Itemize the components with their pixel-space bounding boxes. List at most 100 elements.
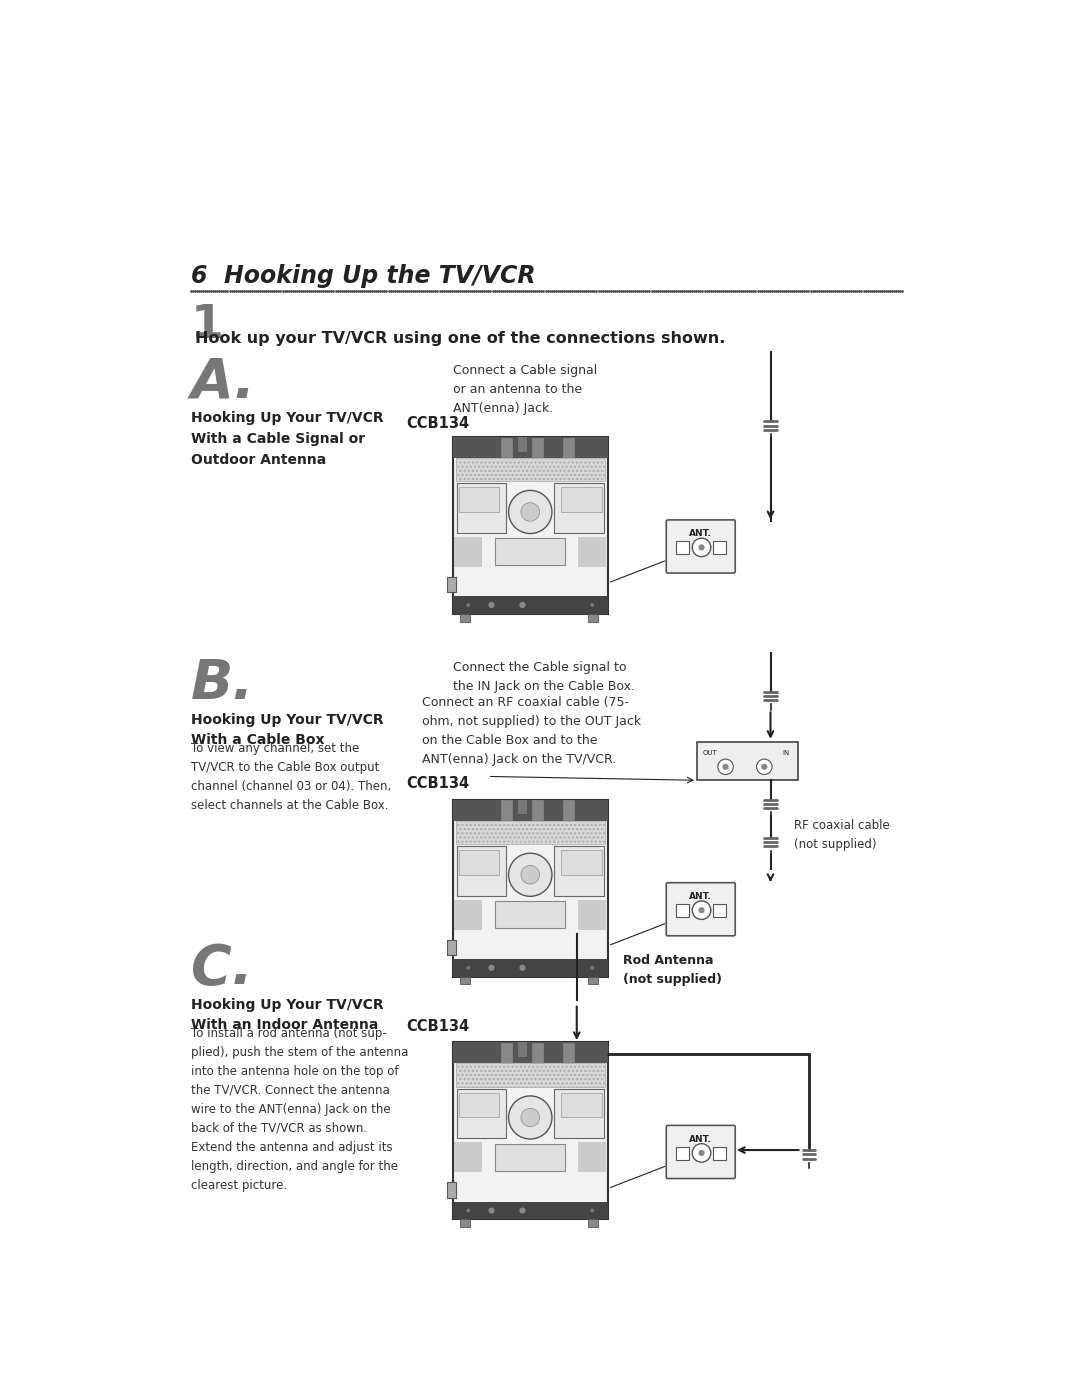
Text: 1: 1 (191, 303, 224, 348)
Text: ANT.: ANT. (689, 1134, 712, 1144)
Bar (589, 1220, 597, 1227)
Bar (589, 613, 597, 622)
Circle shape (519, 602, 526, 608)
Bar (455, 536, 482, 567)
Text: Connect an RF coaxial cable (75-
ohm, not supplied) to the OUT Jack
on the Cable: Connect an RF coaxial cable (75- ohm, no… (422, 696, 640, 766)
FancyBboxPatch shape (697, 742, 798, 781)
Bar (455, 1143, 482, 1172)
Bar (578, 900, 606, 929)
Circle shape (591, 604, 594, 606)
Circle shape (509, 1095, 552, 1139)
Circle shape (488, 965, 495, 971)
Bar (676, 904, 689, 918)
Circle shape (718, 759, 733, 774)
Bar (453, 799, 608, 977)
Bar (460, 613, 470, 622)
Bar (578, 1143, 606, 1172)
Bar (459, 849, 499, 875)
Bar (496, 1144, 565, 1171)
Bar (446, 940, 456, 956)
Bar (563, 437, 575, 457)
Text: Hooking Up Your TV/VCR
With a Cable Box: Hooking Up Your TV/VCR With a Cable Box (191, 712, 383, 747)
Circle shape (467, 604, 470, 606)
Bar (456, 821, 605, 844)
Circle shape (488, 602, 495, 608)
Circle shape (488, 1207, 495, 1214)
Bar (562, 488, 602, 511)
Bar (453, 1042, 608, 1063)
Text: Connect the Cable signal to
the IN Jack on the Cable Box.: Connect the Cable signal to the IN Jack … (453, 661, 635, 693)
Text: IN: IN (782, 750, 789, 756)
Circle shape (692, 1144, 711, 1162)
Text: Hook up your TV/VCR using one of the connections shown.: Hook up your TV/VCR using one of the con… (194, 331, 725, 346)
Bar (676, 541, 689, 555)
Text: ANT.: ANT. (689, 529, 712, 538)
Circle shape (519, 965, 526, 971)
Circle shape (723, 764, 729, 770)
Bar (713, 1147, 727, 1160)
Bar (453, 597, 608, 613)
Text: OUT: OUT (703, 750, 718, 756)
Bar (459, 1092, 499, 1118)
Text: Connect a Cable signal
or an antenna to the
ANT(enna) Jack.: Connect a Cable signal or an antenna to … (453, 363, 597, 415)
Circle shape (509, 854, 552, 897)
Text: Hooking Up Your TV/VCR
With a Cable Signal or
Outdoor Antenna: Hooking Up Your TV/VCR With a Cable Sign… (191, 411, 383, 467)
Circle shape (519, 1207, 526, 1214)
Text: A.: A. (191, 356, 256, 409)
Bar (501, 800, 512, 820)
Circle shape (467, 1208, 470, 1213)
Text: CCB134: CCB134 (406, 777, 470, 792)
Circle shape (467, 965, 470, 970)
Circle shape (521, 1108, 540, 1127)
FancyBboxPatch shape (666, 520, 735, 573)
Bar (453, 437, 608, 613)
Bar (460, 977, 470, 985)
Bar (453, 1201, 608, 1220)
Text: Rod Antenna
(not supplied): Rod Antenna (not supplied) (623, 954, 723, 986)
Bar (459, 488, 499, 511)
Bar (455, 900, 482, 929)
Circle shape (699, 907, 704, 914)
Bar (456, 458, 605, 481)
FancyBboxPatch shape (666, 1126, 735, 1179)
Bar (457, 483, 507, 532)
Text: CCB134: CCB134 (406, 416, 470, 430)
Text: Hooking Up Your TV/VCR
With an Indoor Antenna: Hooking Up Your TV/VCR With an Indoor An… (191, 997, 383, 1032)
Bar (453, 1042, 608, 1220)
Bar (554, 483, 604, 532)
Bar (713, 904, 727, 918)
Bar (562, 1092, 602, 1118)
Bar (563, 800, 575, 820)
Bar (554, 847, 604, 895)
Circle shape (692, 538, 711, 556)
Bar (446, 577, 456, 592)
Circle shape (509, 490, 552, 534)
Bar (563, 1044, 575, 1063)
Circle shape (757, 759, 772, 774)
Circle shape (521, 866, 540, 884)
Bar (496, 901, 565, 928)
Circle shape (699, 545, 704, 550)
Bar (562, 849, 602, 875)
Bar (531, 437, 543, 457)
Bar (554, 1088, 604, 1139)
Bar (676, 1147, 689, 1160)
Bar (460, 1220, 470, 1227)
Text: C.: C. (191, 942, 253, 996)
Bar (501, 437, 512, 457)
Bar (517, 437, 527, 451)
Bar (453, 437, 608, 458)
Circle shape (591, 1208, 594, 1213)
Text: B.: B. (191, 657, 254, 711)
Bar (589, 977, 597, 985)
Bar (456, 1063, 605, 1087)
Circle shape (591, 965, 594, 970)
Text: To install a rod antenna (not sup-
plied), push the stem of the antenna
into the: To install a rod antenna (not sup- plied… (191, 1027, 408, 1192)
Bar (457, 847, 507, 895)
Bar (453, 958, 608, 977)
Bar (517, 799, 527, 814)
Bar (578, 536, 606, 567)
Bar (446, 1182, 456, 1197)
Bar (457, 1088, 507, 1139)
Bar (531, 800, 543, 820)
